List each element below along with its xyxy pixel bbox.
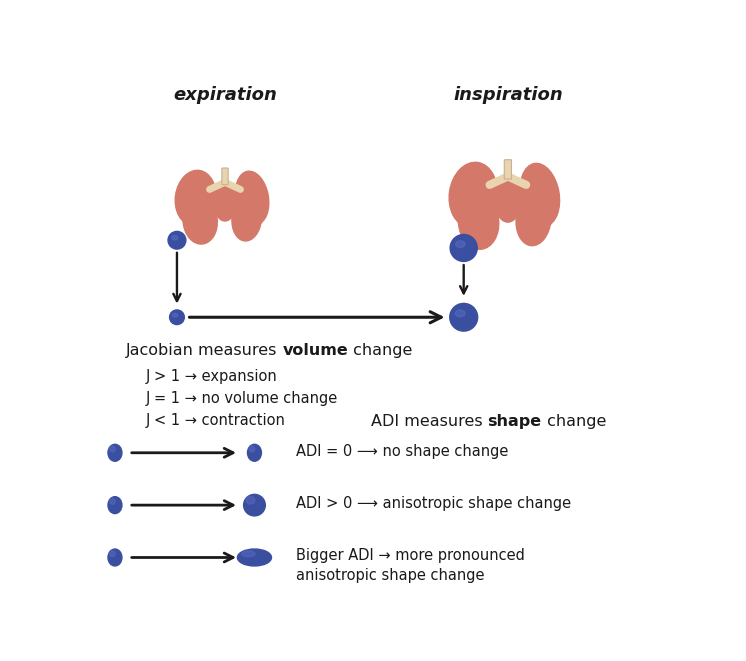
Ellipse shape [213,181,236,221]
Text: ADI > 0 ⟶ anisotropic shape change: ADI > 0 ⟶ anisotropic shape change [296,496,571,511]
Text: expiration: expiration [173,86,277,104]
Text: ADI measures: ADI measures [371,414,487,429]
Ellipse shape [520,180,557,231]
Ellipse shape [169,310,184,325]
Ellipse shape [172,235,178,240]
Ellipse shape [494,175,521,222]
Ellipse shape [183,198,217,244]
Ellipse shape [179,185,215,229]
Ellipse shape [108,496,122,514]
Ellipse shape [108,549,122,566]
Text: change: change [348,344,413,358]
Ellipse shape [242,551,255,557]
Ellipse shape [110,498,115,504]
Text: J < 1 → contraction: J < 1 → contraction [146,412,286,428]
FancyBboxPatch shape [222,168,228,184]
Text: ADI = 0 ⟶ no shape change: ADI = 0 ⟶ no shape change [296,444,509,459]
Text: J = 1 → no volume change: J = 1 → no volume change [146,391,338,406]
Ellipse shape [459,195,499,249]
Ellipse shape [175,171,216,225]
Text: change: change [542,414,606,429]
Ellipse shape [454,179,496,232]
Ellipse shape [450,303,477,331]
Ellipse shape [232,196,262,241]
Ellipse shape [237,549,272,566]
Ellipse shape [246,496,255,504]
FancyBboxPatch shape [504,160,512,179]
Ellipse shape [520,163,560,226]
Text: Jacobian measures: Jacobian measures [126,344,282,358]
Text: shape: shape [487,414,542,429]
Ellipse shape [516,193,551,246]
Ellipse shape [235,186,266,229]
Ellipse shape [248,444,261,461]
Ellipse shape [244,494,266,516]
Ellipse shape [108,444,122,461]
Ellipse shape [110,551,115,557]
Text: volume: volume [282,344,348,358]
Ellipse shape [236,171,269,225]
Text: Bigger ADI → more pronounced
anisotropic shape change: Bigger ADI → more pronounced anisotropic… [296,548,525,583]
Ellipse shape [450,235,477,261]
Text: inspiration: inspiration [453,86,562,104]
Ellipse shape [456,241,465,248]
Ellipse shape [172,313,178,317]
Text: J > 1 → expansion: J > 1 → expansion [146,369,278,384]
Ellipse shape [455,310,465,317]
Ellipse shape [168,231,186,249]
Ellipse shape [249,446,254,452]
Ellipse shape [449,163,497,227]
Ellipse shape [110,446,115,452]
